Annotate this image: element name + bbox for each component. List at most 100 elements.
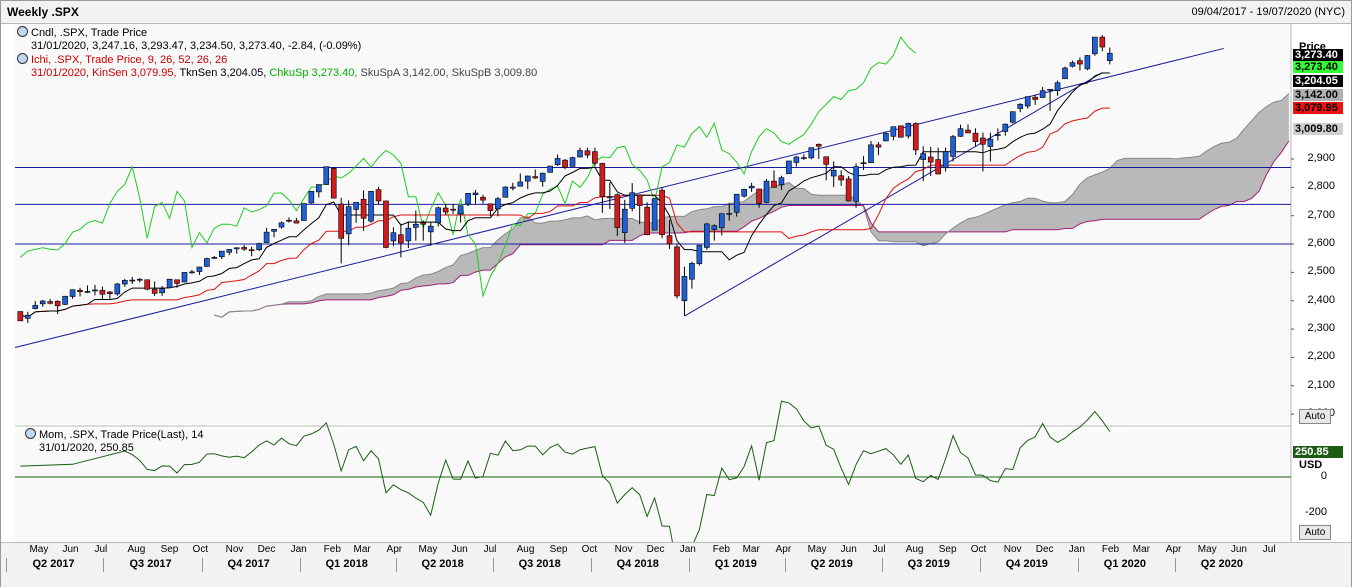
legend-mom-values: 31/01/2020, 250.85 — [39, 442, 134, 454]
candle-body — [1084, 55, 1091, 70]
quarter-separator — [396, 558, 397, 572]
mom-tick-label: -200 — [1304, 506, 1327, 519]
candle-body — [84, 291, 91, 293]
candle-body — [375, 189, 382, 202]
price-tick-label: 2,900 — [1307, 152, 1335, 164]
candle-body — [54, 301, 61, 307]
candle-body — [427, 225, 434, 233]
candle-body — [532, 176, 539, 179]
candle-body — [226, 249, 233, 253]
candle-2017-11-10 — [241, 244, 247, 251]
candle-2018-06-15 — [472, 189, 479, 204]
candle-2018-03-23 — [383, 200, 389, 249]
candle-2019-10-11 — [987, 132, 994, 162]
candle-body — [136, 278, 143, 281]
candle-2018-05-25 — [450, 203, 456, 214]
candle-body — [830, 170, 837, 177]
momentum-legend: Mom, .SPX, Trade Price(Last), 14 31/01/2… — [25, 428, 203, 455]
candle-2018-11-23 — [644, 202, 650, 236]
quarter-label: Q3 2017 — [129, 558, 172, 570]
candle-body — [659, 189, 665, 235]
candle-2017-09-01 — [166, 278, 173, 289]
candle-body — [607, 196, 613, 199]
month-label: Dec — [1035, 544, 1054, 555]
candle-2018-07-20 — [510, 182, 516, 191]
candle-2017-11-24 — [256, 242, 262, 252]
candle-body — [524, 175, 531, 182]
candle-body — [47, 301, 53, 304]
candle-2017-10-27 — [226, 249, 233, 256]
candle-2017-08-04 — [136, 278, 143, 283]
candle-2018-08-17 — [539, 172, 546, 187]
candle-body — [942, 151, 949, 169]
price-auto-button[interactable]: Auto — [1299, 409, 1331, 424]
candle-2019-03-29 — [778, 175, 785, 190]
month-label: Apr — [1165, 544, 1182, 555]
candle-2017-06-09 — [77, 287, 83, 297]
mom-auto-button[interactable]: Auto — [1299, 525, 1331, 540]
candle-body — [450, 208, 456, 211]
candle-2017-09-22 — [189, 269, 195, 274]
candle-body — [293, 220, 300, 224]
candle-2017-08-25 — [159, 286, 165, 296]
candle-body — [756, 188, 762, 204]
candle-series-icon[interactable] — [17, 26, 28, 37]
candle-2019-11-22 — [1032, 94, 1038, 105]
candle-body — [301, 203, 307, 221]
candle-2019-11-29 — [1039, 86, 1046, 99]
candle-body — [786, 160, 792, 175]
candle-2017-12-01 — [263, 227, 270, 243]
date-range: 09/04/2017 - 19/07/2020 (NYC) — [1191, 6, 1346, 18]
quarter-label: Q2 2020 — [1200, 558, 1243, 570]
trendline-2 — [684, 72, 1103, 317]
candle-2019-01-04 — [689, 261, 695, 289]
candle-2019-07-19 — [898, 125, 904, 138]
legend-candle-name: Cndl, .SPX, Trade Price — [31, 27, 148, 39]
candle-2017-09-15 — [181, 272, 188, 283]
month-label: Nov — [1003, 544, 1022, 555]
candle-body — [689, 263, 695, 280]
month-label: Nov — [614, 544, 633, 555]
mom-unit: USD — [1299, 459, 1323, 471]
candle-body — [980, 137, 986, 145]
month-label: Mar — [742, 544, 760, 555]
ichimoku-series-icon[interactable] — [17, 53, 28, 64]
candle-body — [442, 207, 449, 213]
candle-2018-08-10 — [532, 169, 539, 179]
candle-2017-11-03 — [233, 247, 240, 254]
candle-2017-08-18 — [151, 281, 158, 296]
candle-body — [651, 198, 658, 231]
month-label: Jul — [872, 544, 886, 555]
price-tick-label: 2,400 — [1307, 293, 1335, 306]
candle-2018-12-21 — [674, 243, 680, 299]
candle-body — [748, 185, 755, 189]
candle-body — [166, 278, 173, 289]
candle-body — [405, 227, 412, 242]
candle-2017-05-05 — [39, 299, 46, 307]
candle-body — [1039, 90, 1046, 98]
momentum-series-icon[interactable] — [25, 428, 36, 439]
candle-body — [420, 222, 427, 225]
quarter-separator — [493, 558, 494, 572]
month-label: Jan — [679, 544, 696, 555]
quarter-separator — [785, 558, 786, 572]
candle-body — [614, 194, 621, 228]
month-label: Sep — [160, 544, 179, 555]
candle-2017-12-08 — [271, 229, 277, 238]
candle-body — [629, 192, 636, 209]
candle-body — [741, 189, 747, 197]
month-label: Oct — [192, 544, 209, 555]
candle-body — [510, 186, 516, 189]
candle-body — [681, 276, 688, 302]
candle-body — [1092, 36, 1098, 55]
candle-body — [1099, 36, 1106, 48]
candle-body — [965, 129, 971, 134]
month-label: May — [807, 544, 827, 555]
time-axis[interactable] — [1, 542, 1351, 587]
candle-2017-06-16 — [84, 285, 91, 294]
candle-body — [39, 300, 46, 305]
candle-2017-05-19 — [54, 300, 61, 315]
price-tag: 3,273.40 — [1293, 49, 1343, 61]
quarter-label: Q1 2019 — [714, 558, 757, 570]
price-tag: 3,079.95 — [1293, 102, 1343, 114]
